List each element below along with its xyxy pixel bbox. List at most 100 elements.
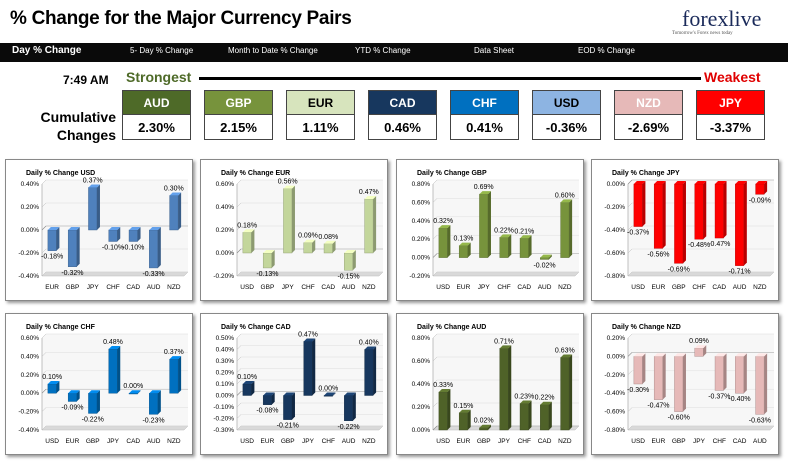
y-tick-label: 0.20% (216, 370, 235, 377)
data-label: 0.47% (359, 189, 379, 196)
data-label: 0.13% (453, 236, 473, 243)
data-label: -0.21% (277, 423, 299, 430)
x-category-label: CHF (322, 438, 335, 445)
rank-currency-code: CHF (450, 90, 519, 115)
bar-gbp (674, 181, 686, 264)
x-category-label: JPY (478, 284, 491, 291)
chart-panel: Daily % Change NZD -0.80% -0.60% -0.40% -0.2… (591, 313, 779, 455)
bar-usd (438, 225, 451, 258)
y-tick-label: 0.40% (216, 347, 235, 354)
rank-currency-code: JPY (696, 90, 765, 115)
x-category-label: GBP (477, 438, 491, 445)
y-tick-label: 0.40% (412, 218, 431, 225)
bar-aud (755, 353, 768, 415)
bar-gbp (283, 392, 295, 420)
chart-title: Daily % Change GBP (417, 170, 487, 177)
y-tick-label: 0.30% (216, 358, 235, 365)
rank-currency-code: USD (532, 90, 601, 115)
tab-eod-change[interactable]: EOD % Change (578, 46, 635, 55)
x-category-label: NZD (362, 438, 376, 445)
y-tick-label: 0.00% (607, 353, 626, 360)
data-label: 0.18% (237, 222, 257, 229)
x-category-label: AUD (753, 438, 767, 445)
chart-title: Daily % Change CHF (26, 324, 96, 331)
tab-month-to-date-change[interactable]: Month to Date % Change (228, 46, 318, 55)
bar-chart: Daily % Change CAD -0.30% -0.20% -0.10% 0.00… (213, 324, 384, 445)
data-label: 0.32% (433, 218, 453, 225)
bar-jpy (108, 346, 121, 394)
y-tick-label: 0.00% (216, 250, 235, 257)
data-label: -0.22% (337, 424, 359, 431)
tab-data-sheet[interactable]: Data Sheet (474, 46, 515, 55)
x-category-label: CAD (126, 438, 140, 445)
x-category-label: JPY (498, 438, 511, 445)
y-tick-label: -0.40% (604, 390, 625, 397)
tab-day-change[interactable]: Day % Change (12, 45, 82, 56)
y-tick-label: -0.40% (18, 273, 39, 280)
forexlive-logo[interactable]: forexlive Tomorrow's Forex news today (636, 4, 782, 40)
bar-jpy (694, 345, 707, 357)
data-label: 0.23% (514, 394, 534, 401)
x-category-label: NZD (167, 284, 181, 291)
bar-jpy (283, 185, 295, 254)
bar-gbp (262, 250, 275, 269)
rank-cumulative-value: 0.46% (368, 115, 437, 140)
bar-usd (633, 353, 646, 385)
rank-gbp: GBP 2.15% (204, 90, 273, 140)
data-label: 0.37% (83, 177, 103, 184)
y-tick-label: 0.00% (412, 255, 431, 262)
x-category-label: CHF (301, 284, 314, 291)
data-label: -0.69% (668, 266, 690, 273)
bar-chart: Daily % Change CHF -0.40% -0.20% 0.00% 0.20%… (18, 324, 189, 445)
bar-aud (735, 181, 747, 266)
chart-panel: Daily % Change JPY -0.80% -0.60% -0.40% -0.2… (591, 159, 779, 301)
tab-5-day-change[interactable]: 5- Day % Change (130, 46, 194, 55)
rank-usd: USD -0.36% (532, 90, 601, 140)
x-category-label: USD (436, 438, 450, 445)
bar-nzd (755, 181, 768, 195)
bar-aud (149, 390, 161, 415)
y-tick-label: 0.60% (412, 358, 431, 365)
strength-rule (199, 77, 701, 80)
data-label: 0.10% (42, 374, 62, 381)
chart-title: Daily % Change NZD (612, 324, 681, 331)
bar-nzd (169, 192, 182, 231)
rank-currency-code: EUR (286, 90, 355, 115)
x-category-label: EUR (652, 438, 666, 445)
bar-usd (633, 181, 646, 227)
y-tick-label: 0.20% (412, 404, 431, 411)
x-category-label: USD (240, 438, 254, 445)
rank-cumulative-value: 1.11% (286, 115, 355, 140)
data-label: -0.15% (337, 273, 359, 280)
x-category-label: CHF (497, 284, 510, 291)
bar-chf (694, 181, 707, 240)
header: % Change for the Major Currency Pairs fo… (0, 0, 788, 43)
x-category-label: CAD (321, 284, 335, 291)
y-tick-label: -0.40% (18, 427, 39, 434)
x-category-label: NZD (167, 438, 181, 445)
bar-chf (714, 353, 727, 391)
data-label: -0.48% (688, 242, 710, 249)
y-tick-label: -0.80% (604, 427, 625, 434)
chart-panel: Daily % Change USD -0.40% -0.20% 0.00% 0.20%… (5, 159, 193, 301)
bar-aud (344, 392, 356, 421)
bar-chart: Daily % Change EUR -0.20% 0.00% 0.20% 0.40% 0… (213, 170, 384, 291)
cumulative-changes-label: Cumulative Changes (40, 109, 116, 143)
x-category-label: AUD (147, 438, 161, 445)
bar-gbp (479, 424, 491, 431)
y-tick-label: 0.20% (21, 372, 40, 379)
x-category-label: CHF (692, 284, 705, 291)
data-label: -0.40% (728, 396, 750, 403)
timestamp: 7:49 AM (63, 73, 109, 87)
bar-chf (323, 392, 336, 397)
rank-currency-code: CAD (368, 90, 437, 115)
tab-ytd-change[interactable]: YTD % Change (355, 46, 411, 55)
data-label: -0.47% (647, 403, 669, 410)
rank-currency-code: GBP (204, 90, 273, 115)
x-category-label: USD (45, 438, 59, 445)
bar-cad (519, 235, 532, 258)
page-title: % Change for the Major Currency Pairs (10, 8, 352, 29)
bar-cad (128, 390, 141, 395)
bar-nzd (560, 354, 573, 431)
bar-jpy (499, 345, 512, 431)
